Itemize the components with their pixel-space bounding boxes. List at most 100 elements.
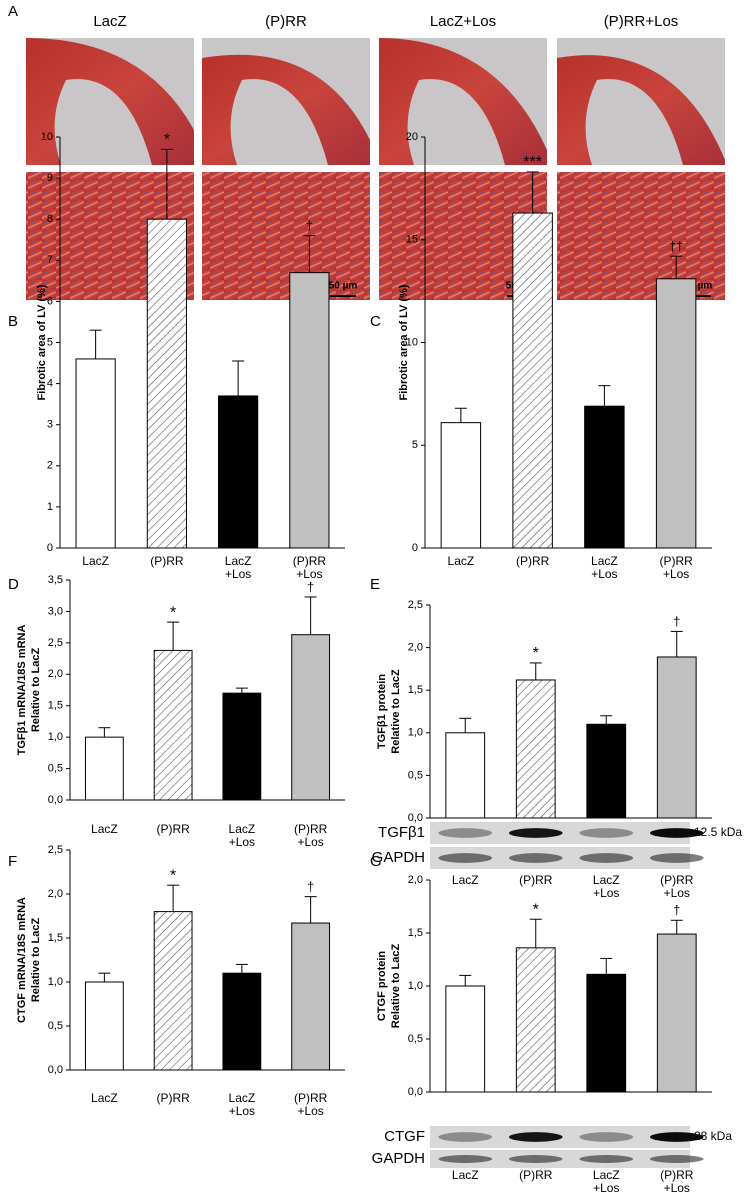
y-axis-label: Fibrotic area of LV (%) [398, 284, 410, 400]
y-tick-label: 5 [47, 336, 53, 348]
significance: * [533, 901, 539, 918]
blot-size: 12.5 kDa [694, 825, 742, 839]
bar [440, 422, 482, 549]
y-tick-label: 2,5 [48, 637, 63, 649]
blot-size: 28 kDa [694, 1129, 732, 1143]
panel-letter: E [370, 576, 380, 593]
y-axis-label: Fibrotic area of LV (%) [36, 284, 48, 400]
y-tick-label: 0,0 [48, 1064, 63, 1076]
blot-row-label: GAPDH [372, 1150, 425, 1167]
blot-band [579, 1132, 634, 1142]
blot-band [649, 1132, 704, 1142]
significance: * [170, 867, 176, 884]
image-bottom [557, 172, 725, 300]
significance: * [170, 604, 176, 621]
y-tick-label: 2,0 [48, 888, 63, 900]
blot-row-label: CTGF [384, 1128, 425, 1145]
x-tick-label: (P)RR +Los [660, 873, 694, 900]
bar [218, 395, 259, 549]
bar [153, 911, 193, 1071]
bar [512, 212, 553, 549]
bar [84, 981, 124, 1071]
panel-letter: C [370, 313, 381, 330]
x-tick-label: LacZ +Los [224, 554, 252, 581]
x-tick-label: (P)RR [519, 873, 553, 887]
significance: †† [669, 239, 683, 254]
y-tick-label: 1 [47, 501, 53, 513]
y-axis-label: TGFβ1 protein [376, 674, 388, 749]
bar [586, 723, 627, 819]
y-tick-label: 1,0 [48, 976, 63, 988]
significance: † [306, 218, 313, 233]
y-tick-label: 6 [47, 295, 53, 307]
blot-band [508, 1132, 563, 1142]
y-tick-label: 5 [412, 439, 418, 451]
blot-band [508, 828, 563, 838]
y-axis-label: Relative to LacZ [30, 648, 42, 733]
bar [289, 272, 330, 549]
x-tick-label: LacZ +Los [591, 554, 618, 581]
blot-band [579, 828, 634, 838]
x-tick-label: (P)RR [156, 822, 190, 836]
tissue-section [379, 38, 547, 165]
panel-letter: G [370, 853, 382, 870]
y-tick-label: 20 [406, 131, 418, 143]
y-tick-label: 1,5 [408, 927, 423, 939]
tissue-section [202, 54, 370, 165]
x-tick-label: LacZ +Los [228, 1091, 256, 1118]
y-tick-label: 2,5 [48, 844, 63, 856]
y-axis-label: Relative to LacZ [30, 918, 42, 1003]
bar [584, 405, 625, 549]
y-tick-label: 10 [406, 336, 418, 348]
x-tick-label: (P)RR [156, 1091, 190, 1105]
significance: * [164, 132, 170, 149]
blot-band [508, 1155, 563, 1163]
y-tick-label: 0,5 [408, 1033, 423, 1045]
y-tick-label: 1,0 [48, 731, 63, 743]
y-tick-label: 0,0 [408, 1086, 423, 1098]
y-tick-label: 3,5 [48, 574, 63, 586]
bar [75, 358, 116, 549]
y-tick-label: 2,0 [48, 668, 63, 680]
bar [655, 278, 697, 549]
blot-band [438, 1155, 493, 1163]
blot-band [579, 1155, 634, 1163]
x-tick-label: LacZ [82, 554, 109, 568]
y-tick-label: 1,0 [408, 727, 423, 739]
significance: † [673, 614, 680, 629]
blot-band [649, 1155, 704, 1163]
x-tick-label: LacZ +Los [592, 873, 620, 900]
x-tick-label: LacZ +Los [592, 1168, 620, 1195]
y-tick-label: 15 [406, 234, 418, 246]
y-tick-label: 2,0 [408, 642, 423, 654]
panel-letter: F [8, 853, 17, 870]
y-tick-label: 1,5 [48, 932, 63, 944]
y-tick-label: 8 [47, 213, 53, 225]
y-tick-label: 9 [47, 172, 53, 184]
y-tick-label: 0 [412, 542, 418, 554]
y-axis-label: Relative to LacZ [390, 944, 402, 1029]
bar [222, 972, 262, 1071]
x-tick-label: (P)RR +Los [292, 554, 327, 581]
bar [515, 947, 556, 1093]
x-tick-label: (P)RR +Los [293, 822, 328, 849]
y-axis-label: CTGF protein [376, 951, 388, 1022]
x-tick-label: LacZ +Los [228, 822, 256, 849]
significance: † [307, 879, 314, 894]
column-label: LacZ [93, 13, 126, 30]
y-tick-label: 2 [47, 460, 53, 472]
column-label: LacZ+Los [430, 13, 496, 30]
bar [84, 736, 124, 801]
bar [656, 933, 697, 1093]
panel-letter: D [8, 576, 19, 593]
tissue-section [26, 38, 194, 165]
bar [445, 985, 486, 1093]
x-tick-label: LacZ [451, 1168, 479, 1182]
significance: * [533, 645, 539, 662]
x-tick-label: LacZ [91, 822, 118, 836]
bar [515, 679, 556, 819]
bar [586, 973, 627, 1093]
x-tick-label: (P)RR +Los [293, 1091, 328, 1118]
bar [291, 634, 331, 801]
